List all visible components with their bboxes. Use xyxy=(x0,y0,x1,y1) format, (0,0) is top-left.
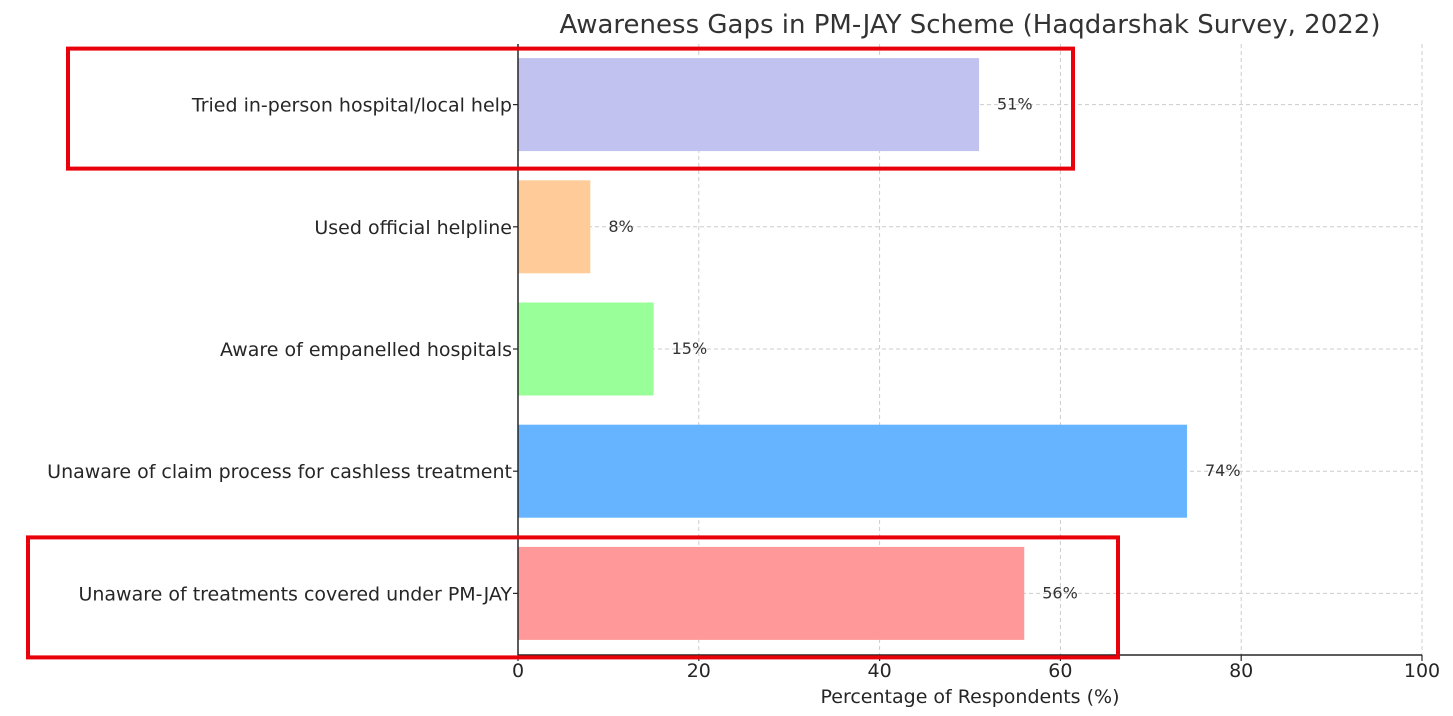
bar-tried-in-person-hospital-local-help xyxy=(518,58,980,152)
y-tick-label: Unaware of treatments covered under PM-J… xyxy=(78,583,512,605)
highlight-box-tried-in-person-hospital-local-help xyxy=(66,46,1075,171)
y-tick-label: Aware of empanelled hospitals xyxy=(220,339,512,361)
x-axis-title: Percentage of Respondents (%) xyxy=(821,686,1120,708)
value-label: 8% xyxy=(608,217,633,236)
value-label: 74% xyxy=(1205,461,1241,480)
value-label: 51% xyxy=(997,95,1033,114)
y-tick-label: Used official helpline xyxy=(314,217,512,239)
bars xyxy=(518,58,1187,640)
value-label: 15% xyxy=(672,339,708,358)
bar-unaware-of-claim-process-for-cashless-treatment xyxy=(518,424,1187,518)
x-tick-label: 20 xyxy=(687,660,711,682)
value-labels: 56% 74% 15% 8% 51% xyxy=(608,95,1240,603)
y-tick-label: Tried in-person hospital/local help xyxy=(191,95,512,117)
tick-labels: Unaware of treatments covered under PM-J… xyxy=(47,95,1440,682)
x-tick-label: 100 xyxy=(1404,660,1440,682)
bar-unaware-of-treatments-covered-under-pm-jay xyxy=(518,546,1025,640)
highlight-boxes xyxy=(26,46,1120,660)
x-tick-label: 80 xyxy=(1229,660,1253,682)
x-tick-label: 40 xyxy=(868,660,892,682)
highlight-box-unaware-of-treatments-covered-under-pm-jay xyxy=(26,535,1120,660)
x-tick-label: 60 xyxy=(1048,660,1072,682)
chart-title: Awareness Gaps in PM-JAY Scheme (Haqdars… xyxy=(560,10,1381,40)
y-tick-label: Unaware of claim process for cashless tr… xyxy=(47,461,512,483)
bar-aware-of-empanelled-hospitals xyxy=(518,302,654,396)
x-tick-label: 0 xyxy=(512,660,524,682)
bar-used-official-helpline xyxy=(518,180,591,274)
value-label: 56% xyxy=(1042,583,1078,602)
